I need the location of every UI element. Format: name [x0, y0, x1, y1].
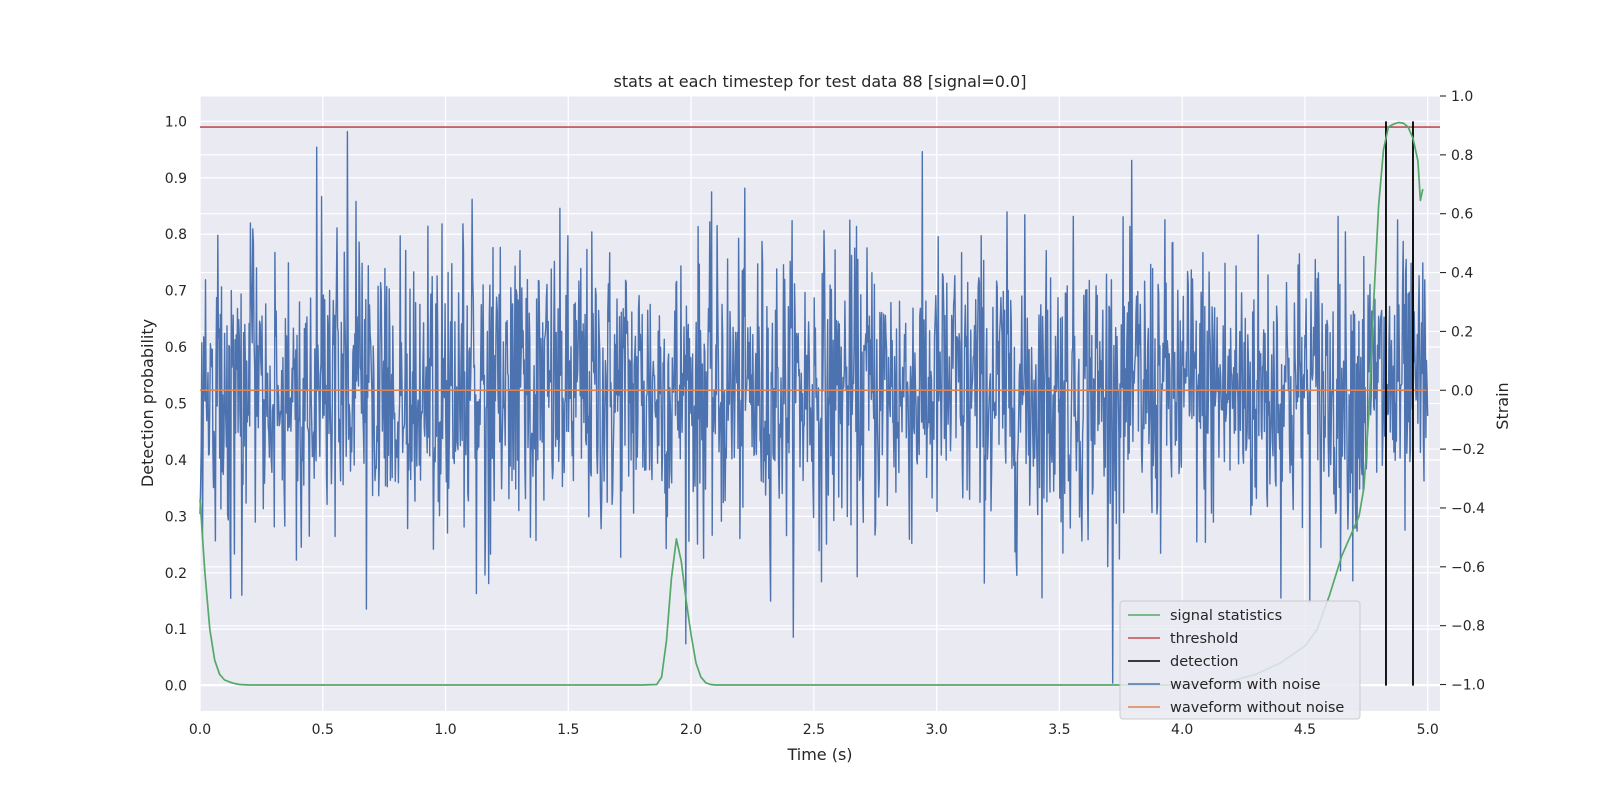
y2-axis-label: Strain [1493, 382, 1512, 429]
y-tick-label: 0.9 [165, 171, 187, 187]
x-tick-label: 1.0 [434, 722, 456, 738]
signal-statistics-line [199, 121, 1424, 686]
y-tick-label: 0.8 [165, 227, 187, 243]
legend-label-waveform-with-noise: waveform with noise [1170, 677, 1321, 693]
y2-tick-label: −0.6 [1451, 560, 1485, 576]
y-tick-label: 0.2 [165, 566, 187, 582]
series-layer [199, 121, 1440, 686]
y-tick-label: 0.4 [165, 453, 187, 469]
y2-tick-label: 0.8 [1451, 148, 1473, 164]
chart-title: stats at each timestep for test data 88 … [614, 72, 1027, 91]
y2-tick-label: 0.0 [1451, 383, 1473, 399]
x-tick-label: 2.0 [680, 722, 702, 738]
y2-tick-label: −0.8 [1451, 619, 1485, 635]
y2-tick-label: 1.0 [1451, 89, 1473, 105]
x-tick-label: 0.5 [312, 722, 334, 738]
x-tick-label: 3.0 [926, 722, 948, 738]
waveform-with-noise-line [199, 130, 1429, 684]
legend-box [1119, 600, 1361, 720]
x-tick-label: 3.5 [1048, 722, 1070, 738]
y-axis-label: Detection probability [138, 319, 157, 487]
y-tick-label: 0.3 [165, 509, 187, 525]
x-tick-label: 0.0 [189, 722, 211, 738]
legend-label-detection: detection [1170, 654, 1238, 670]
x-axis-label: Time (s) [786, 745, 852, 764]
legend-label-waveform-without-noise: waveform without noise [1170, 700, 1344, 716]
x-tick-label: 4.0 [1171, 722, 1193, 738]
y2-tick-label: 0.4 [1451, 266, 1473, 282]
y2-tick-label: −0.4 [1451, 501, 1485, 517]
y-tick-label: 0.5 [165, 397, 187, 413]
y2-tick-label: −0.2 [1451, 442, 1485, 458]
x-tick-label: 4.5 [1294, 722, 1316, 738]
y-tick-label: 0.0 [165, 679, 187, 695]
x-tick-label: 5.0 [1417, 722, 1439, 738]
y2-tick-label: −1.0 [1451, 678, 1485, 694]
x-tick-label: 2.5 [803, 722, 825, 738]
legend: signal statistics threshold detection wa… [1119, 600, 1361, 720]
legend-label-signal-statistics: signal statistics [1170, 608, 1282, 624]
legend-label-threshold: threshold [1170, 631, 1238, 647]
y-tick-label: 1.0 [165, 114, 187, 130]
y-tick-label: 0.7 [165, 284, 187, 300]
x-tick-label: 1.5 [557, 722, 579, 738]
y-tick-label: 0.6 [165, 340, 187, 356]
y2-tick-label: 0.2 [1451, 324, 1473, 340]
ticks: 0.0 0.5 1.0 1.5 2.0 2.5 3.0 3.5 4.0 4.5 5.0 0.0 0.1 0… [165, 89, 1485, 738]
y2-tick-label: 0.6 [1451, 207, 1473, 223]
waveform-with-noise-series [199, 130, 1429, 684]
y-tick-label: 0.1 [165, 622, 187, 638]
